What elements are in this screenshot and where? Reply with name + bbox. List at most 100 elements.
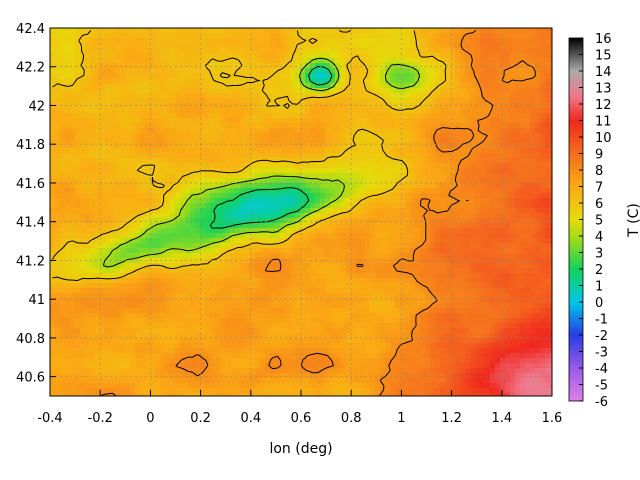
temperature-cell [60,188,66,194]
temperature-cell [540,228,546,234]
temperature-cell [400,233,406,239]
temperature-cell [430,248,436,254]
temperature-cell [190,138,196,144]
temperature-cell [240,258,246,264]
temperature-cell [255,133,261,139]
temperature-cell [125,168,131,174]
temperature-cell [315,218,321,224]
temperature-cell [400,238,406,244]
temperature-cell [340,53,346,59]
temperature-cell [405,143,411,149]
temperature-cell [65,273,71,279]
temperature-cell [495,208,501,214]
temperature-cell [350,238,356,244]
temperature-cell [490,128,496,134]
temperature-cell [150,38,156,44]
temperature-cell [395,223,401,229]
temperature-cell [285,203,291,209]
temperature-cell [415,243,421,249]
temperature-cell [135,88,141,94]
temperature-cell [80,68,86,74]
temperature-cell [170,178,176,184]
temperature-cell [500,248,506,254]
temperature-cell [395,113,401,119]
temperature-cell [215,273,221,279]
temperature-cell [250,143,256,149]
temperature-cell [145,133,151,139]
temperature-cell [265,53,271,59]
temperature-cell [55,203,61,209]
temperature-cell [270,153,276,159]
temperature-cell [220,198,226,204]
temperature-cell [240,98,246,104]
temperature-cell [155,38,161,44]
temperature-cell [260,43,266,49]
temperature-cell [240,108,246,114]
temperature-cell [350,73,356,79]
temperature-cell [95,43,101,49]
temperature-cell [240,178,246,184]
temperature-cell [545,163,551,169]
temperature-cell [135,233,141,239]
temperature-cell [495,88,501,94]
temperature-cell [425,263,431,269]
temperature-cell [220,188,226,194]
temperature-cell [315,43,321,49]
temperature-cell [360,128,366,134]
temperature-cell [95,143,101,149]
temperature-cell [100,53,106,59]
temperature-cell [430,43,436,49]
temperature-cell [550,58,552,64]
temperature-cell [120,38,126,44]
temperature-cell [350,133,356,139]
temperature-cell [240,188,246,194]
temperature-cell [140,48,146,54]
temperature-cell [275,178,281,184]
temperature-cell [550,188,552,194]
temperature-cell [100,213,106,219]
temperature-cell [120,33,126,39]
temperature-cell [220,223,226,229]
temperature-cell [310,28,316,34]
temperature-cell [305,113,311,119]
temperature-cell [495,263,501,269]
temperature-cell [215,98,221,104]
temperature-cell [415,28,421,34]
temperature-cell [330,118,336,124]
temperature-cell [65,183,71,189]
temperature-cell [520,193,526,199]
temperature-cell [115,133,121,139]
temperature-cell [480,213,486,219]
temperature-cell [125,188,131,194]
temperature-cell [80,173,86,179]
temperature-cell [325,198,331,204]
temperature-cell [365,78,371,84]
temperature-cell [90,268,96,274]
temperature-cell [480,243,486,249]
temperature-cell [70,38,76,44]
temperature-cell [240,128,246,134]
temperature-cell [245,93,251,99]
temperature-cell [135,163,141,169]
temperature-cell [430,73,436,79]
temperature-cell [210,58,216,64]
temperature-cell [250,108,256,114]
temperature-cell [335,213,341,219]
temperature-cell [75,123,81,129]
temperature-cell [415,58,421,64]
temperature-cell [425,158,431,164]
temperature-cell [60,218,66,224]
temperature-cell [365,218,371,224]
temperature-cell [250,218,256,224]
temperature-cell [85,258,91,264]
temperature-cell [420,263,426,269]
temperature-cell [535,78,541,84]
temperature-cell [360,238,366,244]
temperature-cell [465,73,471,79]
temperature-cell [475,123,481,129]
temperature-cell [315,248,321,254]
temperature-cell [530,63,536,69]
temperature-cell [285,113,291,119]
temperature-cell [425,123,431,129]
temperature-cell [340,253,346,259]
